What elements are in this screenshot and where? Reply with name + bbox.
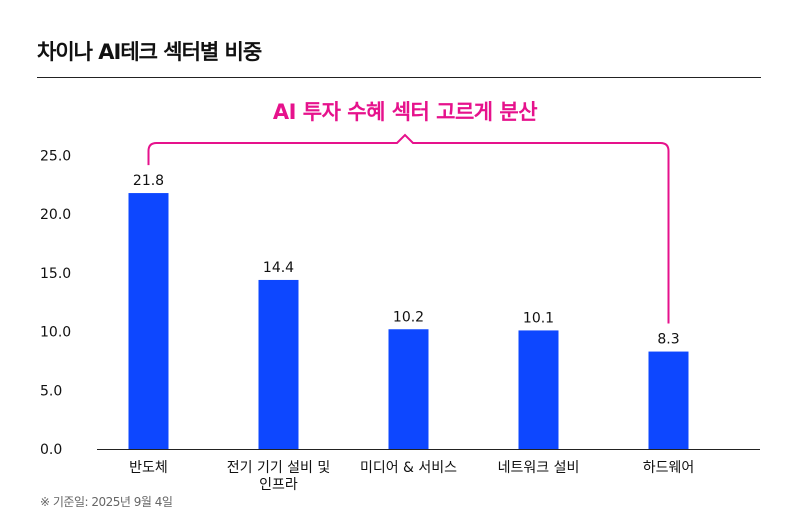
y-tick-label: 25.0 xyxy=(40,149,71,165)
bar-2 xyxy=(258,279,299,449)
x-tick-label: 미디어 & 서비스 xyxy=(360,460,457,476)
bar-5 xyxy=(648,351,689,449)
annotation-bracket xyxy=(147,133,670,324)
y-tick-label: 5.0 xyxy=(40,383,62,399)
title-divider xyxy=(37,77,761,78)
value-label: 8.3 xyxy=(657,332,679,348)
x-tick-label: 네트워크 설비 xyxy=(498,460,580,476)
y-tick-label: 0.0 xyxy=(40,442,62,458)
value-label: 10.1 xyxy=(523,310,554,326)
y-tick-label: 10.0 xyxy=(40,325,71,341)
footnote: ※ 기준일: 2025년 9월 4일 xyxy=(40,495,173,509)
annotation-text: AI 투자 수혜 섹터 고르게 분산 xyxy=(273,100,537,124)
page-title: 차이나 AI테크 섹터별 비중 xyxy=(37,40,262,64)
x-tick-label: 인프라 xyxy=(259,477,298,493)
x-tick-label: 하드웨어 xyxy=(643,460,695,476)
value-label: 10.2 xyxy=(393,309,424,325)
x-tick-label: 전기 기기 설비 및 xyxy=(227,460,331,476)
bar-3 xyxy=(388,329,429,449)
bar-4 xyxy=(518,330,559,449)
y-tick-label: 15.0 xyxy=(40,266,71,282)
bar-1 xyxy=(128,193,169,449)
value-label: 21.8 xyxy=(133,173,164,189)
value-label: 14.4 xyxy=(263,260,294,276)
y-tick-label: 20.0 xyxy=(40,207,71,223)
x-tick-label: 반도체 xyxy=(129,460,168,476)
